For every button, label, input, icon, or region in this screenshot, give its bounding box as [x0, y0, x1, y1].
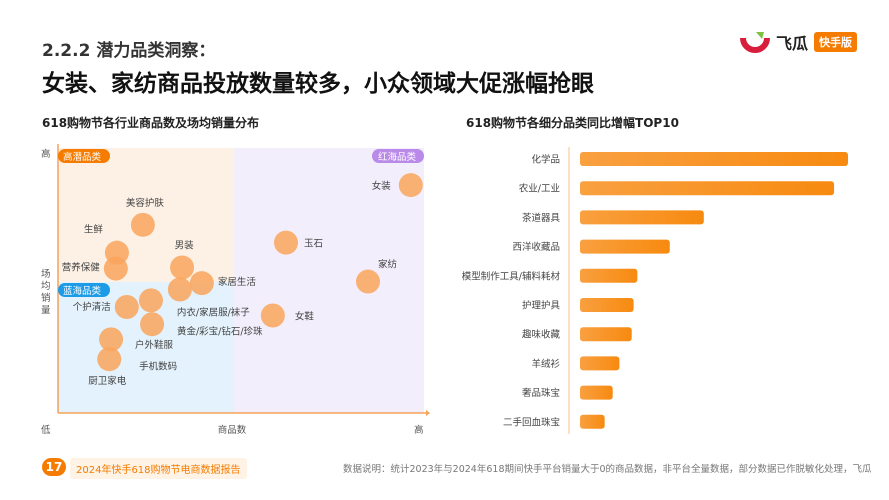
bar: [580, 298, 634, 312]
bar-category-label: 农业/工业: [519, 183, 560, 195]
bubble: [99, 327, 124, 352]
bubble: [138, 288, 163, 313]
bar: [580, 356, 620, 371]
bubble-label: 男装: [175, 240, 195, 252]
bar-chart: 化学品农业/工业茶道器具西洋收藏品模型制作工具/辅料耗材护理护具趣味收藏羊绒衫奢…: [462, 147, 848, 434]
report-name: 2024年快手618购物节电商数据报告: [70, 458, 247, 479]
bubble-label: 内衣/家居服/袜子: [177, 307, 250, 319]
page-headline: 女装、家纺商品投放数量较多，小众领域大促涨幅抢眼: [42, 71, 594, 97]
y-tick-high: 高: [41, 148, 51, 160]
tag-red-ocean-bg: [372, 149, 424, 163]
bubble: [356, 269, 381, 294]
bar-category-label: 趣味收藏: [522, 329, 561, 341]
bubble: [274, 230, 299, 255]
bubble-label: 家纺: [378, 259, 398, 271]
bar-category-label: 护理护具: [522, 300, 561, 312]
bubble-label: 女装: [372, 180, 392, 192]
data-note: 数据说明：统计2023年与2024年618期间快手平台销量大于0的商品数据，非平…: [343, 464, 872, 475]
bubble-label: 个护清洁: [73, 301, 111, 313]
bubble-label: 玉石: [304, 239, 323, 250]
bubble: [398, 173, 423, 198]
bubble-label: 厨卫家电: [88, 375, 127, 387]
bar: [580, 181, 835, 196]
page-number: 17: [42, 458, 66, 476]
x-axis-label: 商品数: [218, 424, 247, 436]
tag-red-ocean: 红海品类: [378, 151, 417, 163]
bar-category-label: 西洋收藏品: [512, 241, 560, 253]
section-title: 2.2.2 潜力品类洞察：: [42, 41, 216, 61]
bubble-label: 手机数码: [139, 360, 177, 372]
tag-high-potential: 高潜品类: [63, 151, 102, 163]
bar: [580, 152, 848, 166]
logo: 飞瓜 快手版: [740, 30, 858, 54]
x-tick-low: 低: [41, 424, 51, 436]
bubble-label: 生鲜: [84, 224, 104, 236]
bubble: [140, 312, 165, 337]
bubble-label: 女鞋: [295, 310, 315, 322]
tag-high-potential-bg: [58, 149, 110, 163]
bar-title: 618购物节各细分品类同比增幅TOP10: [466, 116, 679, 130]
bubble-label: 美容护肤: [126, 197, 165, 209]
bar: [580, 210, 704, 225]
bubble-label: 家居生活: [218, 276, 257, 288]
bubble: [97, 347, 122, 372]
y-axis-label-char: 均: [41, 280, 51, 292]
tag-blue-ocean: 蓝海品类: [63, 285, 102, 297]
bubble: [260, 303, 285, 328]
bar-category-label: 羊绒衫: [531, 358, 560, 370]
logo-icon: [740, 32, 770, 53]
y-axis-label-char: 销: [41, 292, 51, 304]
bubble: [167, 277, 192, 302]
bubble-label: 黄金/彩宝/钻石/珍珠: [177, 325, 263, 337]
x-axis-arrow: [426, 410, 430, 416]
bubble-label: 户外鞋服: [135, 339, 174, 351]
y-axis-label-char: 场: [41, 269, 51, 280]
bar: [580, 327, 632, 342]
scatter-title: 618购物节各行业商品数及场均销量分布: [42, 116, 260, 130]
bar-category-label: 化学品: [531, 154, 560, 166]
bar-category-label: 二手回血珠宝: [503, 416, 560, 428]
logo-tag: 快手版: [814, 32, 858, 52]
bubble: [130, 212, 155, 237]
bubble: [103, 256, 128, 281]
bar: [580, 239, 670, 254]
bar: [580, 414, 605, 429]
bubble: [189, 271, 214, 296]
logo-brand: 飞瓜: [776, 34, 809, 53]
x-tick-high: 高: [414, 424, 424, 436]
y-axis-label-char: 量: [41, 305, 51, 316]
bubble: [170, 255, 195, 280]
bar-category-label: 奢品珠宝: [522, 387, 560, 399]
tag-blue-ocean-bg: [58, 283, 110, 297]
bar: [580, 268, 638, 283]
bubble-label: 营养保健: [62, 262, 101, 274]
bar: [580, 385, 613, 400]
bar-category-label: 模型制作工具/辅料耗材: [462, 270, 561, 282]
bubble: [114, 295, 139, 319]
bar-category-label: 茶道器具: [522, 212, 561, 224]
